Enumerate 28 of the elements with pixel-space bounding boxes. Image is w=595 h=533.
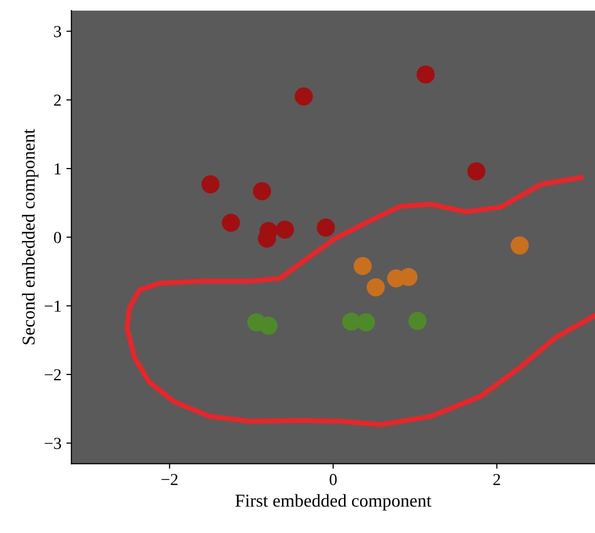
point <box>354 256 372 276</box>
point <box>294 87 313 106</box>
y-tick-label: −1 <box>44 300 61 312</box>
line-series <box>124 175 595 428</box>
y-axis-title: Second embedded component <box>22 128 38 344</box>
x-tick-label: 2 <box>493 474 500 485</box>
x-tick-label: 0 <box>330 474 337 486</box>
x-axis-title: First embedded component <box>235 494 432 510</box>
y-tick-label: 0 <box>54 232 62 244</box>
y-tick-label: −3 <box>44 438 62 450</box>
point <box>416 65 435 84</box>
y-tick-label: −2 <box>44 369 61 380</box>
point <box>356 313 375 332</box>
point <box>408 312 427 330</box>
point <box>510 236 529 254</box>
point <box>467 162 486 180</box>
point <box>366 278 385 296</box>
y-tick-label: 1 <box>54 163 61 174</box>
point <box>276 220 294 239</box>
y-tick-label: 3 <box>54 26 62 38</box>
point <box>201 175 220 194</box>
point <box>342 312 360 331</box>
point <box>316 218 335 237</box>
y-tick-label: 2 <box>54 94 61 106</box>
point <box>260 316 278 335</box>
x-tick-label: −2 <box>162 474 178 485</box>
point <box>252 182 272 200</box>
point <box>222 214 240 232</box>
